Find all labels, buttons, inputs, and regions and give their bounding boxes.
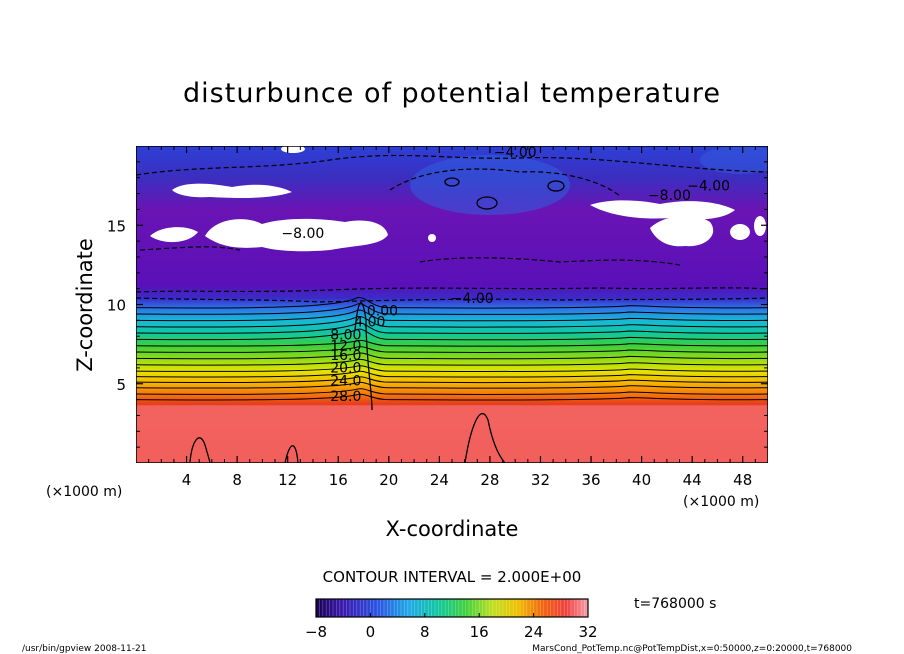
colorbar-tick-label: 16 — [470, 623, 489, 641]
contour-line — [136, 316, 768, 328]
colorbar-tick-label: 32 — [578, 623, 597, 641]
contour-line — [136, 381, 768, 389]
x-unit-left: (×1000 m) — [46, 484, 122, 500]
contour-label: −4.00 — [687, 178, 730, 194]
y-tick-label: 5 — [116, 376, 126, 394]
colorbar-tick-label: 0 — [366, 623, 376, 641]
contour-line — [136, 346, 768, 353]
contour-labels: −4.00−4.00−8.00−8.00−4.000.004.008.0012.… — [281, 145, 730, 405]
colorbar-ticks: −8 0 8 16 24 32 — [305, 613, 598, 641]
footer-left: /usr/bin/gpview 2008-11-21 — [22, 644, 146, 654]
x-tick-label: 20 — [379, 471, 398, 489]
contour-line — [136, 358, 768, 366]
x-tick-label: 12 — [278, 471, 297, 489]
x-tick-label: 4 — [182, 471, 192, 489]
contour-line — [136, 328, 768, 341]
colorbar-stripes — [315, 599, 589, 617]
chart-title: disturbunce of potential temperature — [183, 78, 721, 109]
x-tick-label: 8 — [232, 471, 242, 489]
cold-anomaly-region — [700, 146, 768, 174]
x-tick-label: 44 — [683, 471, 702, 489]
time-label: t=768000 s — [634, 596, 716, 612]
contour-label: 28.0 — [330, 389, 361, 405]
y-tick-label: 15 — [107, 217, 126, 235]
x-axis-title: X-coordinate — [386, 517, 519, 541]
contour-label: 20.0 — [330, 361, 361, 377]
contour-label: −8.00 — [648, 188, 691, 204]
colorbar-tick-label: 8 — [420, 623, 430, 641]
contour-label: 0.00 — [367, 304, 398, 320]
heatmap-field — [136, 146, 768, 463]
x-unit-right: (×1000 m) — [683, 494, 759, 510]
cold-anomaly-region — [410, 155, 570, 215]
colorbar-gradient — [316, 599, 588, 617]
contour-label: 8.00 — [330, 327, 361, 343]
x-tick-label: 16 — [329, 471, 348, 489]
colorbar-tick-label: 24 — [524, 623, 543, 641]
x-tick-label: 28 — [480, 471, 499, 489]
contour-line — [136, 388, 768, 395]
contour-line — [136, 303, 768, 315]
y-tick-label: 10 — [107, 297, 126, 315]
contour-loops — [189, 177, 565, 463]
missing-value-regions — [150, 146, 766, 252]
contour-line — [136, 352, 768, 360]
contour-line — [136, 370, 768, 378]
x-tick-label: 36 — [581, 471, 600, 489]
contour-label: 16.0 — [330, 348, 361, 364]
contour-label: −4.00 — [451, 291, 494, 307]
contour-label: 24.0 — [330, 373, 361, 389]
contour-line — [136, 365, 768, 372]
contour-label: −8.00 — [281, 226, 324, 242]
contour-line — [136, 393, 768, 401]
contour-line — [136, 322, 768, 334]
x-tick-label: 32 — [531, 471, 550, 489]
x-tick-label: 24 — [430, 471, 449, 489]
contour-label: 12.0 — [330, 338, 361, 354]
contour-line — [136, 297, 768, 309]
colorbar-frame — [315, 598, 589, 618]
contour-line — [136, 309, 768, 322]
x-axis: 4 8 12 16 20 24 28 32 36 40 44 48 — [148, 146, 756, 489]
colorbar: −8 0 8 16 24 32 — [305, 598, 598, 641]
contour-label: −4.00 — [494, 145, 537, 161]
footer-right: MarsCond_PotTemp.nc@PotTempDist,x=0:5000… — [532, 644, 852, 654]
contour-interval: CONTOUR INTERVAL = 2.000E+00 — [323, 568, 582, 586]
contour-label: 4.00 — [354, 315, 385, 331]
x-tick-label: 40 — [632, 471, 651, 489]
y-axis: 5 10 15 — [107, 161, 768, 448]
contour-lines — [136, 297, 768, 401]
contour-line — [136, 339, 768, 347]
x-tick-label: 48 — [733, 471, 752, 489]
negative-contours — [136, 154, 768, 303]
contour-line — [136, 376, 768, 384]
colorbar-tick-label: −8 — [305, 623, 327, 641]
y-axis-title: Z-coordinate — [73, 238, 97, 372]
